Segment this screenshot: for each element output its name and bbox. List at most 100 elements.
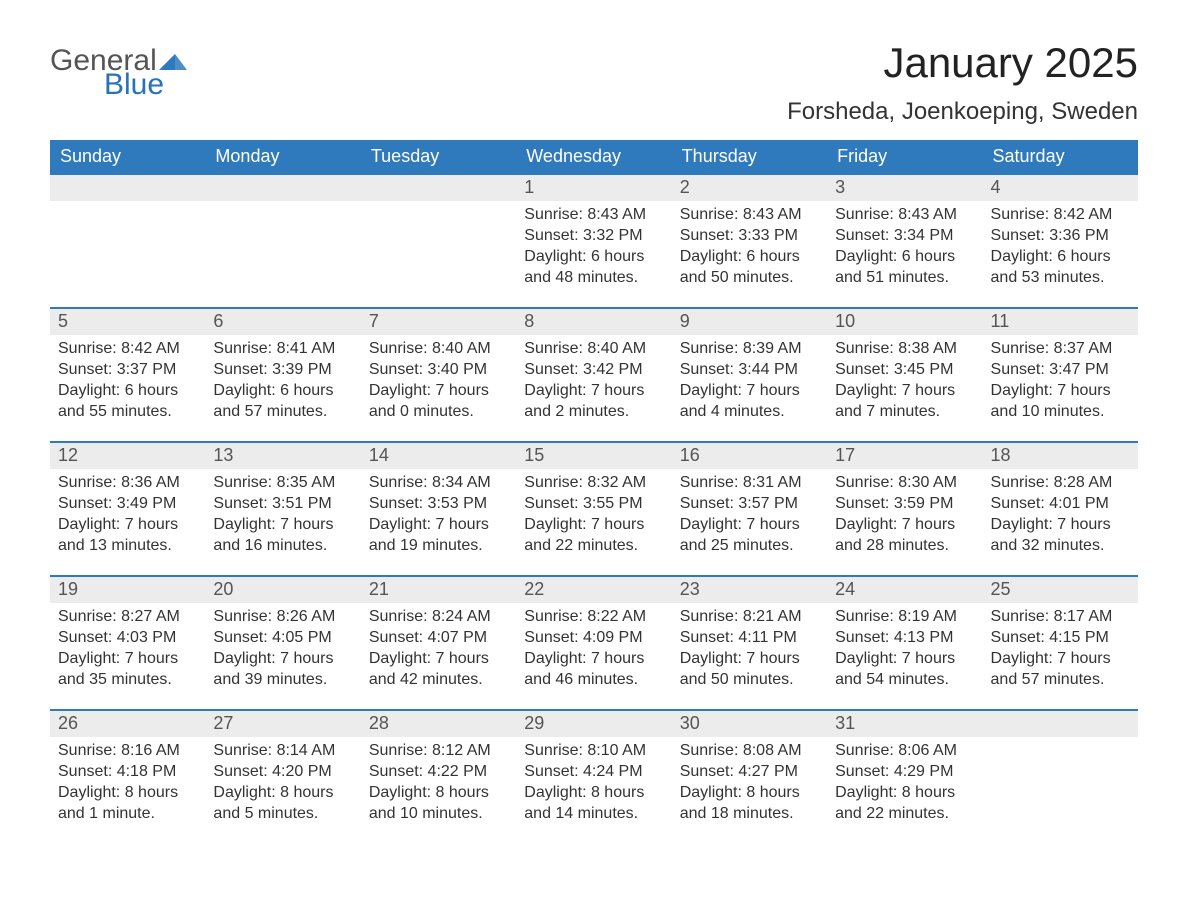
day-sunrise: Sunrise: 8:42 AM xyxy=(991,205,1130,226)
day-number xyxy=(361,175,516,201)
location-subtitle: Forsheda, Joenkoeping, Sweden xyxy=(787,98,1138,126)
day-sunset: Sunset: 3:57 PM xyxy=(680,494,819,515)
day-body: Sunrise: 8:16 AMSunset: 4:18 PMDaylight:… xyxy=(50,737,205,830)
day-sunrise: Sunrise: 8:41 AM xyxy=(213,339,352,360)
day-sunset: Sunset: 4:27 PM xyxy=(680,762,819,783)
day-cell: 24Sunrise: 8:19 AMSunset: 4:13 PMDayligh… xyxy=(827,577,982,697)
day-daylight1: Daylight: 7 hours xyxy=(835,381,974,402)
day-cell: 22Sunrise: 8:22 AMSunset: 4:09 PMDayligh… xyxy=(516,577,671,697)
day-daylight1: Daylight: 7 hours xyxy=(524,515,663,536)
day-number: 27 xyxy=(205,711,360,737)
day-sunrise: Sunrise: 8:27 AM xyxy=(58,607,197,628)
day-sunrise: Sunrise: 8:24 AM xyxy=(369,607,508,628)
day-daylight2: and 50 minutes. xyxy=(680,670,819,691)
day-sunset: Sunset: 3:39 PM xyxy=(213,360,352,381)
day-sunset: Sunset: 3:55 PM xyxy=(524,494,663,515)
day-body: Sunrise: 8:31 AMSunset: 3:57 PMDaylight:… xyxy=(672,469,827,562)
day-daylight2: and 39 minutes. xyxy=(213,670,352,691)
day-cell: 30Sunrise: 8:08 AMSunset: 4:27 PMDayligh… xyxy=(672,711,827,831)
day-number: 3 xyxy=(827,175,982,201)
day-daylight2: and 1 minute. xyxy=(58,804,197,825)
day-daylight1: Daylight: 8 hours xyxy=(369,783,508,804)
day-cell: 7Sunrise: 8:40 AMSunset: 3:40 PMDaylight… xyxy=(361,309,516,429)
day-body: Sunrise: 8:06 AMSunset: 4:29 PMDaylight:… xyxy=(827,737,982,830)
day-number: 22 xyxy=(516,577,671,603)
day-daylight2: and 55 minutes. xyxy=(58,402,197,423)
day-sunrise: Sunrise: 8:19 AM xyxy=(835,607,974,628)
day-number: 7 xyxy=(361,309,516,335)
title-block: January 2025 Forsheda, Joenkoeping, Swed… xyxy=(787,40,1138,126)
day-cell: 25Sunrise: 8:17 AMSunset: 4:15 PMDayligh… xyxy=(983,577,1138,697)
day-daylight1: Daylight: 7 hours xyxy=(58,515,197,536)
day-daylight1: Daylight: 7 hours xyxy=(369,381,508,402)
day-body: Sunrise: 8:24 AMSunset: 4:07 PMDaylight:… xyxy=(361,603,516,696)
day-cell: 11Sunrise: 8:37 AMSunset: 3:47 PMDayligh… xyxy=(983,309,1138,429)
dow-thursday: Thursday xyxy=(672,140,827,175)
day-daylight1: Daylight: 7 hours xyxy=(991,515,1130,536)
day-sunrise: Sunrise: 8:38 AM xyxy=(835,339,974,360)
day-cell xyxy=(361,175,516,295)
day-daylight2: and 25 minutes. xyxy=(680,536,819,557)
day-daylight2: and 16 minutes. xyxy=(213,536,352,557)
day-number: 1 xyxy=(516,175,671,201)
day-daylight2: and 50 minutes. xyxy=(680,268,819,289)
day-body: Sunrise: 8:38 AMSunset: 3:45 PMDaylight:… xyxy=(827,335,982,428)
day-cell xyxy=(205,175,360,295)
day-number xyxy=(983,711,1138,737)
day-body: Sunrise: 8:40 AMSunset: 3:40 PMDaylight:… xyxy=(361,335,516,428)
day-daylight2: and 0 minutes. xyxy=(369,402,508,423)
day-daylight1: Daylight: 7 hours xyxy=(991,649,1130,670)
day-daylight2: and 57 minutes. xyxy=(991,670,1130,691)
day-body xyxy=(50,201,205,211)
day-sunrise: Sunrise: 8:39 AM xyxy=(680,339,819,360)
day-body: Sunrise: 8:14 AMSunset: 4:20 PMDaylight:… xyxy=(205,737,360,830)
day-body: Sunrise: 8:35 AMSunset: 3:51 PMDaylight:… xyxy=(205,469,360,562)
day-daylight1: Daylight: 7 hours xyxy=(369,515,508,536)
day-sunset: Sunset: 3:51 PM xyxy=(213,494,352,515)
day-sunrise: Sunrise: 8:14 AM xyxy=(213,741,352,762)
day-sunrise: Sunrise: 8:16 AM xyxy=(58,741,197,762)
day-body: Sunrise: 8:32 AMSunset: 3:55 PMDaylight:… xyxy=(516,469,671,562)
day-daylight1: Daylight: 7 hours xyxy=(680,381,819,402)
day-number xyxy=(50,175,205,201)
day-body: Sunrise: 8:40 AMSunset: 3:42 PMDaylight:… xyxy=(516,335,671,428)
day-body xyxy=(983,737,1138,747)
day-daylight1: Daylight: 6 hours xyxy=(213,381,352,402)
day-body: Sunrise: 8:17 AMSunset: 4:15 PMDaylight:… xyxy=(983,603,1138,696)
day-daylight2: and 10 minutes. xyxy=(991,402,1130,423)
day-number: 11 xyxy=(983,309,1138,335)
dow-monday: Monday xyxy=(205,140,360,175)
day-daylight1: Daylight: 6 hours xyxy=(991,247,1130,268)
day-daylight2: and 4 minutes. xyxy=(680,402,819,423)
day-sunset: Sunset: 4:01 PM xyxy=(991,494,1130,515)
day-cell: 3Sunrise: 8:43 AMSunset: 3:34 PMDaylight… xyxy=(827,175,982,295)
day-body: Sunrise: 8:34 AMSunset: 3:53 PMDaylight:… xyxy=(361,469,516,562)
day-daylight1: Daylight: 8 hours xyxy=(213,783,352,804)
day-sunrise: Sunrise: 8:40 AM xyxy=(524,339,663,360)
day-cell: 21Sunrise: 8:24 AMSunset: 4:07 PMDayligh… xyxy=(361,577,516,697)
day-daylight2: and 18 minutes. xyxy=(680,804,819,825)
day-sunrise: Sunrise: 8:43 AM xyxy=(524,205,663,226)
day-sunset: Sunset: 3:33 PM xyxy=(680,226,819,247)
day-sunrise: Sunrise: 8:34 AM xyxy=(369,473,508,494)
day-number: 28 xyxy=(361,711,516,737)
day-sunset: Sunset: 4:24 PM xyxy=(524,762,663,783)
day-sunrise: Sunrise: 8:31 AM xyxy=(680,473,819,494)
day-cell: 2Sunrise: 8:43 AMSunset: 3:33 PMDaylight… xyxy=(672,175,827,295)
day-cell xyxy=(983,711,1138,831)
day-number: 6 xyxy=(205,309,360,335)
week-row: 19Sunrise: 8:27 AMSunset: 4:03 PMDayligh… xyxy=(50,575,1138,697)
day-sunrise: Sunrise: 8:10 AM xyxy=(524,741,663,762)
day-body: Sunrise: 8:22 AMSunset: 4:09 PMDaylight:… xyxy=(516,603,671,696)
week-row: 26Sunrise: 8:16 AMSunset: 4:18 PMDayligh… xyxy=(50,709,1138,831)
day-body: Sunrise: 8:43 AMSunset: 3:34 PMDaylight:… xyxy=(827,201,982,294)
day-sunrise: Sunrise: 8:42 AM xyxy=(58,339,197,360)
day-sunset: Sunset: 4:15 PM xyxy=(991,628,1130,649)
day-sunset: Sunset: 4:29 PM xyxy=(835,762,974,783)
day-sunset: Sunset: 3:32 PM xyxy=(524,226,663,247)
day-daylight1: Daylight: 6 hours xyxy=(524,247,663,268)
dow-wednesday: Wednesday xyxy=(516,140,671,175)
day-number: 17 xyxy=(827,443,982,469)
dow-friday: Friday xyxy=(827,140,982,175)
day-sunset: Sunset: 3:44 PM xyxy=(680,360,819,381)
